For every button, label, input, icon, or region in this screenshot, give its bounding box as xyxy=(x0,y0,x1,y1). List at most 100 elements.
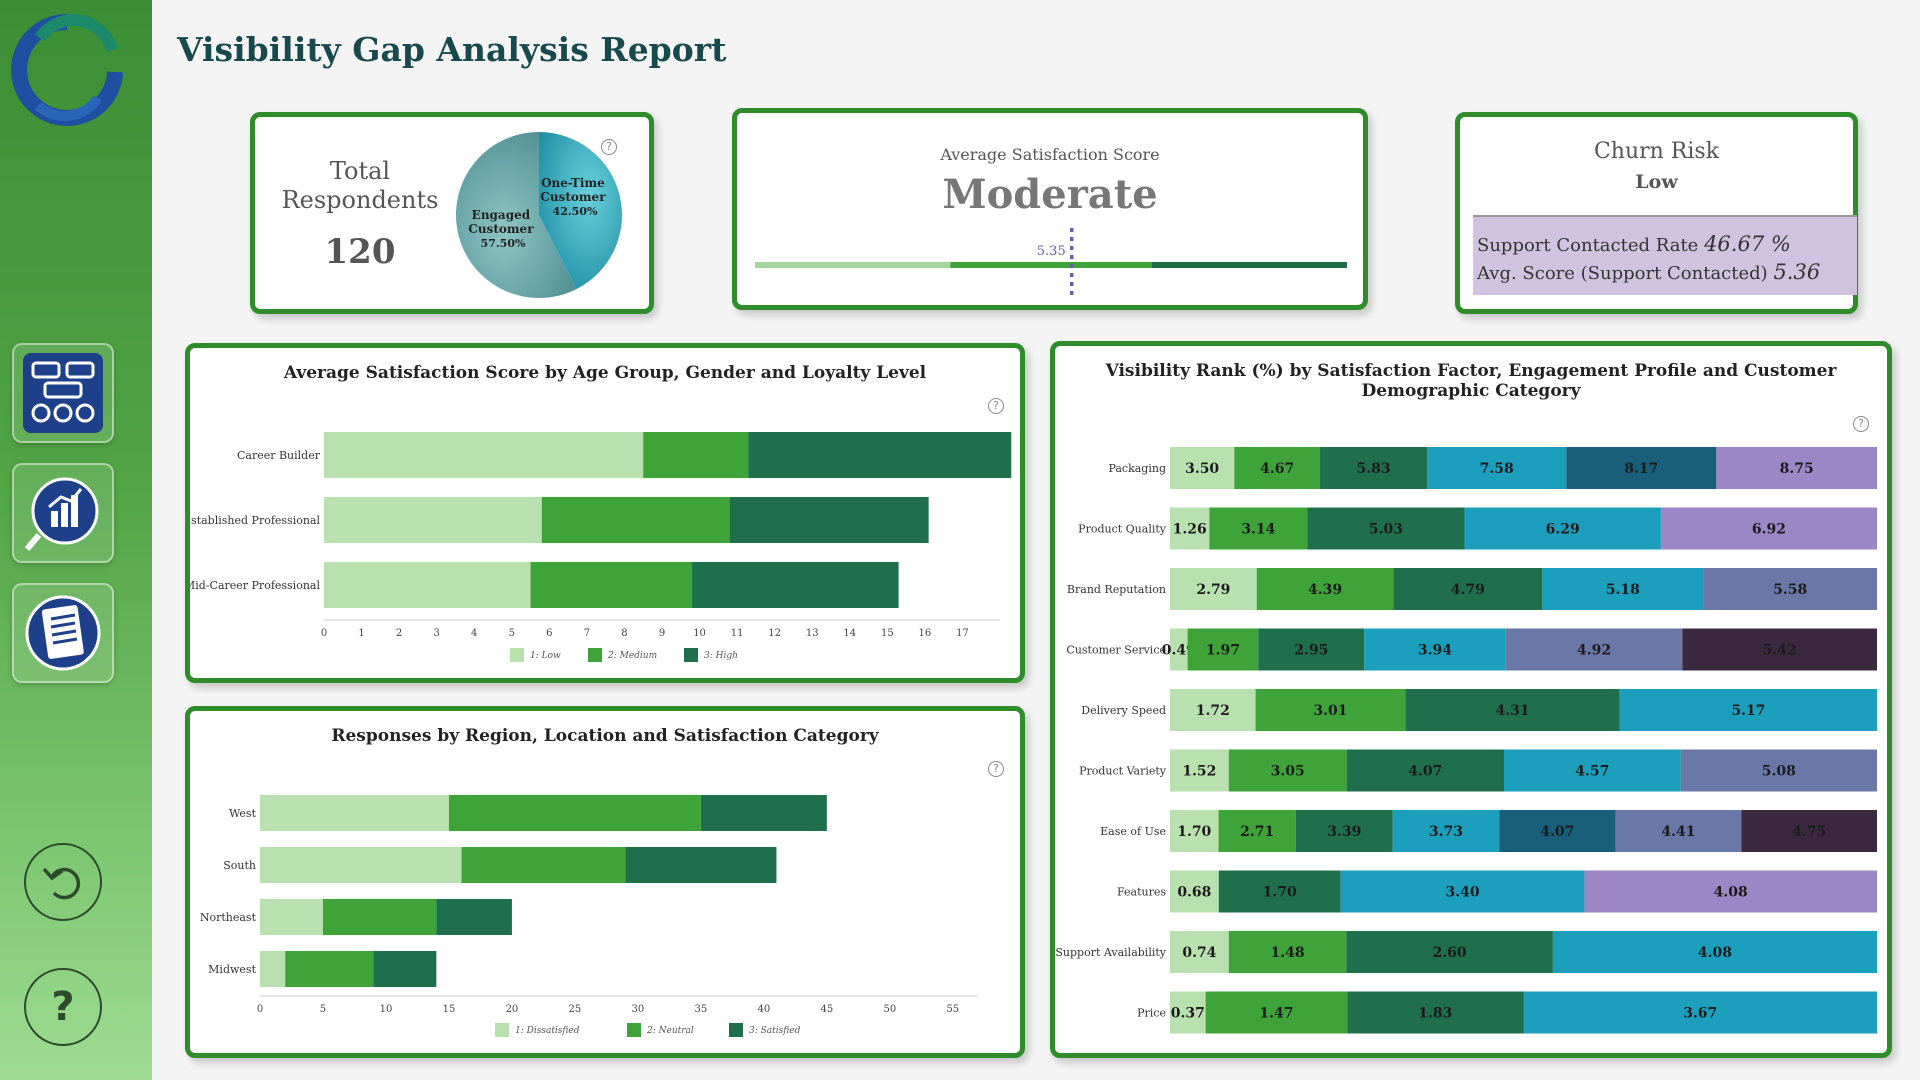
bar-segment[interactable] xyxy=(1503,749,1681,792)
bar-segment[interactable] xyxy=(530,562,693,608)
bar-segment[interactable] xyxy=(1170,628,1188,671)
bar-segment[interactable] xyxy=(1741,810,1877,852)
bar-segment[interactable] xyxy=(1170,568,1257,610)
age-group-chart: Career Builder Established Professional Mi… xyxy=(190,432,1012,662)
bar-segment[interactable] xyxy=(1619,689,1877,731)
x-tick-label: 15 xyxy=(443,1004,456,1015)
x-tick-label: 7 xyxy=(584,628,590,639)
bar-segment[interactable] xyxy=(1187,628,1259,671)
bar-segment[interactable] xyxy=(729,497,929,543)
bar-segment[interactable] xyxy=(1170,810,1219,852)
bar-segment[interactable] xyxy=(1346,749,1504,792)
bar-segment[interactable] xyxy=(1566,447,1717,489)
data-label: 3.67 xyxy=(1683,1006,1717,1022)
bar-segment[interactable] xyxy=(643,432,749,478)
bar-segment[interactable] xyxy=(1499,810,1616,852)
bar-segment[interactable] xyxy=(1615,810,1742,852)
bar-segment[interactable] xyxy=(1256,568,1394,610)
bar-segment[interactable] xyxy=(1170,749,1229,792)
data-label: 1.26 xyxy=(1173,522,1207,538)
data-label: 1.48 xyxy=(1271,945,1305,961)
bar-segment[interactable] xyxy=(1209,507,1308,550)
bar-segment[interactable] xyxy=(1320,447,1428,489)
pie-slice-engaged[interactable] xyxy=(455,132,577,298)
bar-segment[interactable] xyxy=(700,795,827,831)
data-label: 6.29 xyxy=(1546,522,1580,538)
help-icon[interactable]: ? xyxy=(1853,416,1869,432)
bar-segment[interactable] xyxy=(541,497,730,543)
bar-segment[interactable] xyxy=(448,795,701,831)
bar-segment[interactable] xyxy=(260,951,286,987)
bar-segment[interactable] xyxy=(1703,568,1877,610)
bar-segment[interactable] xyxy=(1464,507,1661,550)
data-label: 5.58 xyxy=(1773,582,1807,598)
sidebar-item-report[interactable] xyxy=(12,583,114,683)
bar-segment[interactable] xyxy=(1346,931,1553,973)
bar-segment[interactable] xyxy=(1258,628,1365,671)
bar-segment[interactable] xyxy=(1347,991,1524,1034)
back-button[interactable] xyxy=(24,843,102,921)
bar-segment[interactable] xyxy=(1584,870,1877,913)
data-label: 0.68 xyxy=(1177,885,1211,901)
x-tick-label: 20 xyxy=(506,1004,519,1015)
bar-segment[interactable] xyxy=(1542,568,1704,610)
bar-segment[interactable] xyxy=(1340,870,1585,913)
bar-segment[interactable] xyxy=(324,432,644,478)
bar-segment[interactable] xyxy=(1234,447,1321,489)
kpi-respondents-value: 120 xyxy=(324,232,396,272)
bar-segment[interactable] xyxy=(1427,447,1567,489)
bar-segment[interactable] xyxy=(1716,447,1877,489)
help-button[interactable]: ? xyxy=(24,968,102,1046)
bar-segment[interactable] xyxy=(1228,931,1347,973)
bar-segment[interactable] xyxy=(1552,931,1877,973)
bar-segment[interactable] xyxy=(322,899,437,935)
bar-segment[interactable] xyxy=(1170,689,1256,731)
bar-segment[interactable] xyxy=(373,951,437,987)
help-icon[interactable]: ? xyxy=(601,139,617,155)
bar-segment[interactable] xyxy=(1523,991,1878,1034)
bar-segment[interactable] xyxy=(1170,870,1219,913)
gauge-band-mid xyxy=(950,262,1152,268)
bar-segment[interactable] xyxy=(1393,568,1543,610)
bar-segment[interactable] xyxy=(324,497,542,543)
help-icon[interactable]: ? xyxy=(988,398,1004,414)
bar-segment[interactable] xyxy=(260,795,449,831)
bar-segment[interactable] xyxy=(1680,749,1877,792)
kpi-churn-details: Support Contacted Rate 46.67 % Avg. Scor… xyxy=(1473,215,1857,295)
bar-segment[interactable] xyxy=(1392,810,1500,852)
bar-segment[interactable] xyxy=(324,562,531,608)
category-label: Midwest xyxy=(208,963,256,976)
bar-segment[interactable] xyxy=(1170,447,1235,489)
help-icon: ? xyxy=(51,984,75,1030)
bar-segment[interactable] xyxy=(1228,749,1347,792)
sidebar-item-analysis[interactable] xyxy=(12,463,114,563)
bar-segment[interactable] xyxy=(692,562,899,608)
bar-segment[interactable] xyxy=(1505,628,1683,671)
bar-segment[interactable] xyxy=(260,847,462,883)
bar-segment[interactable] xyxy=(625,847,777,883)
pie-slice-one-time[interactable] xyxy=(539,132,622,289)
bar-segment[interactable] xyxy=(1170,931,1229,973)
bar-segment[interactable] xyxy=(1170,507,1210,550)
sidebar-item-survey[interactable] xyxy=(12,343,114,443)
pie-label-engaged-1: Engaged xyxy=(472,208,531,222)
region-chart: West South Northeast Midwest 0 5 10 15 20 25 30 35 4… xyxy=(200,795,978,1037)
help-icon[interactable]: ? xyxy=(988,761,1004,777)
bar-segment[interactable] xyxy=(1170,991,1206,1034)
bar-segment[interactable] xyxy=(1307,507,1465,550)
bar-segment[interactable] xyxy=(1405,689,1620,731)
bar-segment[interactable] xyxy=(1682,628,1877,671)
bar-segment[interactable] xyxy=(436,899,512,935)
bar-segment[interactable] xyxy=(1295,810,1393,852)
bar-segment[interactable] xyxy=(1660,507,1877,550)
bar-segment[interactable] xyxy=(1218,810,1296,852)
bar-segment[interactable] xyxy=(285,951,374,987)
bar-segment[interactable] xyxy=(1255,689,1406,731)
bar-segment[interactable] xyxy=(461,847,626,883)
bar-segment[interactable] xyxy=(260,899,323,935)
bar-segment[interactable] xyxy=(1218,870,1341,913)
data-label: 3.01 xyxy=(1313,703,1347,719)
bar-segment[interactable] xyxy=(1205,991,1348,1034)
bar-segment[interactable] xyxy=(1364,628,1506,671)
bar-segment[interactable] xyxy=(748,432,1012,478)
